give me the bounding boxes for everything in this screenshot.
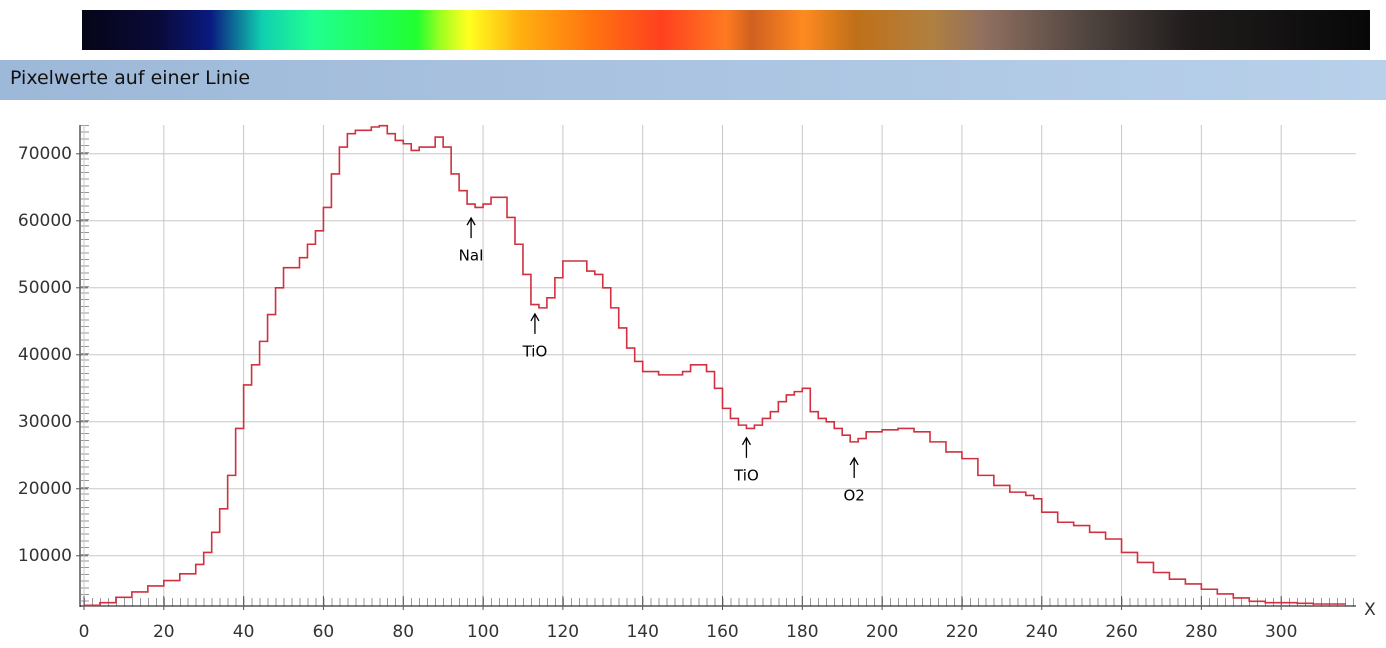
x-tick-label: 100 bbox=[467, 622, 499, 642]
window-title: Pixelwerte auf einer Linie bbox=[10, 67, 251, 89]
y-tick-label: 60000 bbox=[18, 211, 72, 231]
annotation-arrowhead bbox=[849, 456, 859, 466]
x-tick-label: 240 bbox=[1026, 622, 1058, 642]
y-tick-label: 70000 bbox=[18, 144, 72, 164]
x-tick-label: 80 bbox=[392, 622, 414, 642]
line-series bbox=[84, 124, 1346, 607]
y-tick-label: 50000 bbox=[18, 278, 72, 298]
x-tick-label: 160 bbox=[706, 622, 738, 642]
annotation-label: NaI bbox=[459, 247, 484, 265]
x-tick-label: 20 bbox=[153, 622, 175, 642]
y-tick-label: 40000 bbox=[18, 345, 72, 365]
minor-ticks-y bbox=[81, 125, 89, 606]
x-tick-label: 280 bbox=[1185, 622, 1217, 642]
x-tick-label: 120 bbox=[547, 622, 579, 642]
annotation-label: TiO bbox=[733, 466, 759, 484]
x-tick-label: 200 bbox=[866, 622, 898, 642]
annotation-arrowhead bbox=[741, 436, 751, 446]
x-tick-label: 0 bbox=[79, 622, 90, 642]
y-tick-label: 30000 bbox=[18, 412, 72, 432]
annotation-label: O2 bbox=[843, 486, 864, 504]
x-axis-label: X bbox=[1364, 600, 1376, 620]
x-tick-label: 220 bbox=[946, 622, 978, 642]
y-tick-label: 10000 bbox=[18, 546, 72, 566]
y-tick-label: 20000 bbox=[18, 479, 72, 499]
annotation-arrowhead bbox=[466, 216, 476, 226]
annotation-label: TiO bbox=[522, 342, 548, 360]
annotation-arrowhead bbox=[530, 312, 540, 322]
color-bar bbox=[82, 10, 1370, 50]
x-tick-label: 40 bbox=[233, 622, 255, 642]
x-tick-label: 60 bbox=[313, 622, 335, 642]
x-tick-label: 180 bbox=[786, 622, 818, 642]
minor-ticks-x bbox=[84, 598, 1354, 606]
x-tick-label: 260 bbox=[1105, 622, 1137, 642]
title-bar: Pixelwerte auf einer Linie bbox=[0, 60, 1386, 100]
x-tick-label: 140 bbox=[626, 622, 658, 642]
x-tick-label: 300 bbox=[1265, 622, 1297, 642]
